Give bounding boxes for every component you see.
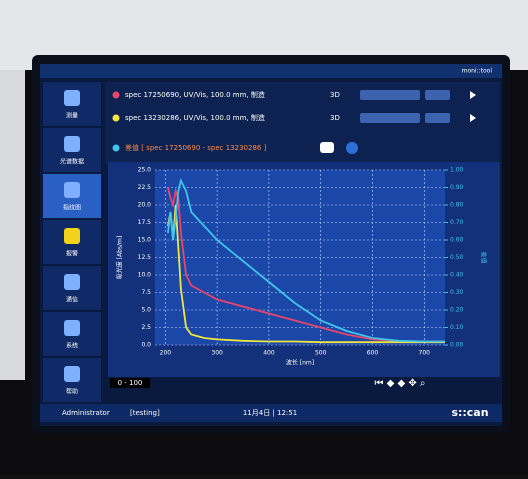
screenshot: moni::tool 测量光谱数据指纹图报警通信系统帮助 spec 172506… xyxy=(0,0,528,475)
y-tick-label: 5.0 xyxy=(141,307,151,314)
sidebar-icon xyxy=(64,228,80,244)
legend-dot xyxy=(113,92,120,99)
y2-tick-label: 0.10 xyxy=(450,324,464,331)
y2-tick-label: 0.20 xyxy=(450,307,464,314)
x-tick-label: 300 xyxy=(211,350,223,357)
x-tick-label: 700 xyxy=(419,350,431,357)
mode: [testing] xyxy=(130,409,160,417)
y2-tick-label: 0.70 xyxy=(450,219,464,226)
y-tick-label: 20.0 xyxy=(138,202,152,209)
sidebar-icon xyxy=(64,320,80,336)
y-tick-label: 22.5 xyxy=(138,184,152,191)
wall-left xyxy=(0,70,25,380)
sidebar-icon xyxy=(64,90,80,106)
y-tick-label: 10.0 xyxy=(138,272,152,279)
y-axis-label: 吸光度 [Abs/m] xyxy=(116,236,124,280)
x-tick-label: 600 xyxy=(367,350,379,357)
legend-label: spec 17250690, UV/Vis, 100.0 mm, 制造 xyxy=(125,90,265,99)
y2-axis-label: 差值 xyxy=(480,251,488,263)
page: moni::tool 测量光谱数据指纹图报警通信系统帮助 spec 172506… xyxy=(0,0,528,475)
add-button[interactable] xyxy=(346,142,358,154)
selector[interactable] xyxy=(425,113,450,123)
y2-tick-label: 0.80 xyxy=(450,202,464,209)
range: 0 - 100 xyxy=(118,379,143,387)
delete-button[interactable] xyxy=(320,142,334,153)
legend-dot xyxy=(113,145,120,152)
button-3d[interactable]: 3D xyxy=(330,114,340,122)
sidebar-icon xyxy=(64,136,80,152)
sidebar-label: 帮助 xyxy=(66,388,78,396)
sidebar-label: 指纹图 xyxy=(63,204,81,212)
legend-dot xyxy=(113,115,120,122)
legend-label: 差值 [ spec 17250690 - spec 13230286 ] xyxy=(125,143,267,152)
x-axis-label: 波长 [nm] xyxy=(286,359,314,367)
selector[interactable] xyxy=(425,90,450,100)
y-tick-label: 12.5 xyxy=(138,254,152,261)
sidebar-icon xyxy=(64,366,80,382)
y2-tick-label: 0.00 xyxy=(450,342,464,349)
chart: 0.0 2.5 5.0 7.5 10.0 12.5 15.0 17.5 20.0 22.5 25.0… xyxy=(116,167,488,367)
y2-tick-label: 0.30 xyxy=(450,289,464,296)
y-tick-label: 15.0 xyxy=(138,237,152,244)
button-3d[interactable]: 3D xyxy=(330,91,340,99)
y2-tick-label: 1.00 xyxy=(450,167,464,174)
y-tick-label: 17.5 xyxy=(138,219,152,226)
brand: s::can xyxy=(451,406,488,419)
y-tick-label: 2.5 xyxy=(141,324,151,331)
y-tick-label: 7.5 xyxy=(141,289,151,296)
toolbar[interactable]: ⏮ ◆ ◆ ✥ ⌕ xyxy=(374,378,425,389)
sidebar-label: 通信 xyxy=(66,296,78,304)
selector[interactable] xyxy=(360,113,420,123)
selector[interactable] xyxy=(360,90,420,100)
sidebar-icon xyxy=(64,182,80,198)
legend-label: spec 13230286, UV/Vis, 100.0 mm, 制造 xyxy=(125,113,265,122)
y2-tick-label: 0.40 xyxy=(450,272,464,279)
sidebar-label: 报警 xyxy=(66,250,78,258)
y2-tick-label: 0.50 xyxy=(450,254,464,261)
y-tick-label: 25.0 xyxy=(138,167,152,174)
sidebar-label: 光谱数据 xyxy=(60,158,84,166)
x-tick-label: 400 xyxy=(263,350,275,357)
y-tick-label: 0.0 xyxy=(141,342,151,349)
datetime: 11月4日 | 12:51 xyxy=(243,409,297,417)
sidebar-label: 测量 xyxy=(66,112,78,120)
x-tick-label: 200 xyxy=(160,350,172,357)
sidebar-icon xyxy=(64,274,80,290)
x-tick-label: 500 xyxy=(315,350,327,357)
user: Administrator xyxy=(62,409,110,417)
sidebar-label: 系统 xyxy=(66,342,78,350)
version: moni::tool xyxy=(462,68,493,75)
y2-tick-label: 0.90 xyxy=(450,184,464,191)
top-bar xyxy=(40,64,502,78)
y2-tick-label: 0.60 xyxy=(450,237,464,244)
